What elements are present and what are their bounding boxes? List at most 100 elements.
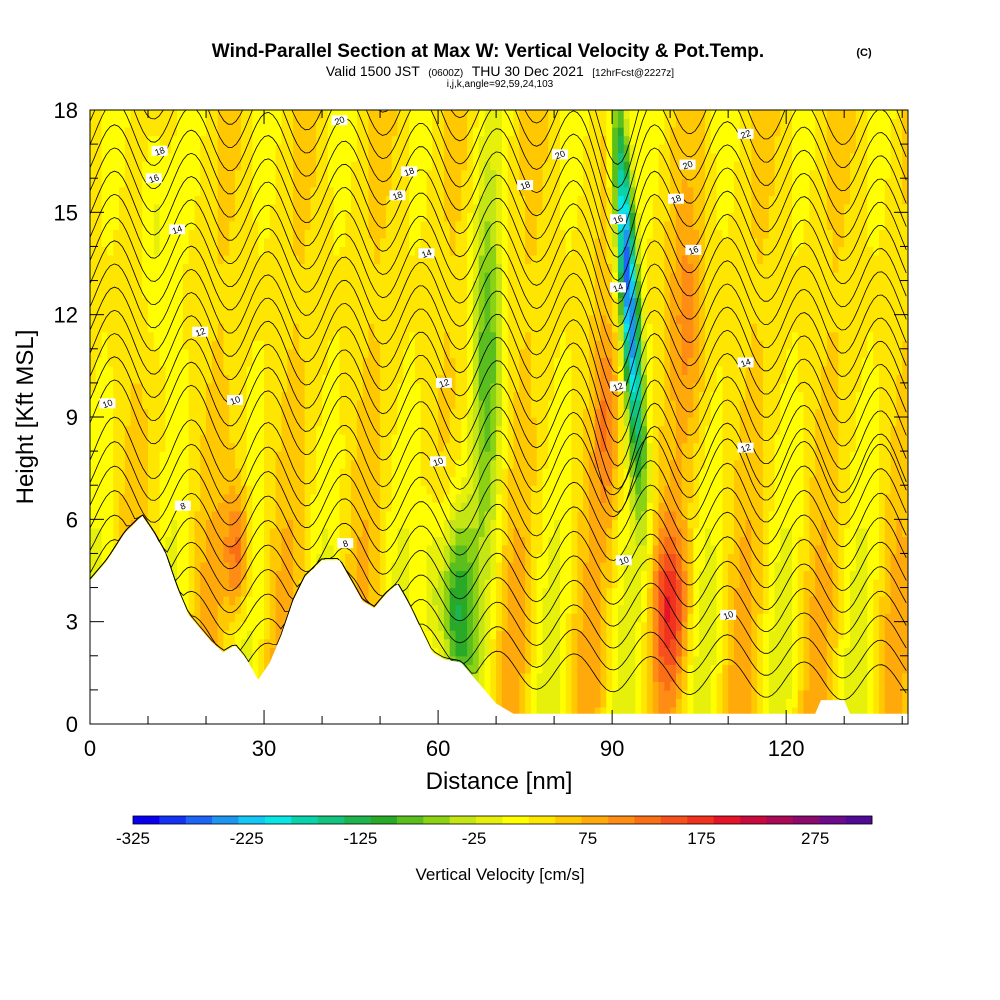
field-cell (461, 110, 468, 120)
field-cell (293, 485, 300, 495)
field-cell (397, 263, 404, 273)
field-cell (101, 135, 108, 145)
field-cell (472, 186, 480, 196)
field-cell (148, 365, 155, 375)
field-cell (165, 468, 172, 478)
field-cell (478, 417, 486, 427)
field-cell (107, 527, 114, 537)
field-cell (223, 561, 230, 572)
field-cell (217, 331, 225, 341)
field-cell (153, 127, 161, 137)
field-cell (101, 391, 108, 401)
field-cell (229, 553, 236, 563)
field-cell (269, 127, 277, 137)
field-cell (188, 135, 196, 145)
field-cell (304, 561, 312, 572)
field-cell (467, 203, 474, 213)
field-cell (182, 570, 190, 580)
field-cell (414, 561, 422, 572)
field-cell (229, 382, 236, 393)
field-cell (188, 289, 196, 299)
field-cell (461, 289, 468, 299)
field-cell (194, 451, 201, 461)
field-cell (484, 220, 491, 230)
field-cell (240, 451, 248, 461)
field-cell (223, 425, 230, 435)
field-cell (467, 237, 474, 248)
field-cell (478, 246, 486, 256)
field-cell (258, 434, 265, 444)
field-cell (165, 246, 172, 256)
field-cell (240, 203, 248, 213)
field-cell (467, 144, 474, 154)
field-cell (182, 127, 190, 137)
field-cell (333, 306, 341, 316)
copyright-mark: (C) (856, 47, 872, 59)
field-cell (124, 391, 132, 401)
field-cell (217, 348, 225, 358)
field-cell (130, 493, 138, 503)
field-cell (461, 647, 468, 657)
field-cell (432, 195, 439, 205)
field-cell (345, 476, 352, 486)
field-cell (235, 289, 242, 299)
field-cell (119, 118, 126, 128)
field-cell (304, 553, 312, 563)
field-cell (136, 451, 143, 461)
field-cell (420, 348, 428, 358)
field-cell (171, 434, 178, 444)
field-cell (420, 579, 428, 589)
field-cell (409, 493, 416, 503)
field-cell (287, 527, 294, 537)
field-cell (414, 485, 422, 495)
field-cell (171, 254, 178, 265)
field-cell (287, 493, 294, 503)
field-cell (461, 544, 468, 555)
field-cell (148, 331, 155, 341)
field-cell (211, 587, 219, 597)
field-cell (211, 408, 219, 418)
field-cell (322, 237, 329, 248)
field-cell (90, 340, 97, 350)
field-cell (455, 493, 462, 503)
field-cell (142, 135, 149, 145)
field-cell (90, 510, 97, 520)
field-cell (113, 451, 120, 461)
field-cell (246, 647, 254, 657)
field-cell (235, 638, 242, 648)
field-cell (426, 544, 433, 555)
field-cell (269, 442, 277, 452)
field-cell (119, 365, 126, 375)
field-cell (374, 587, 381, 597)
field-cell (356, 169, 364, 179)
field-cell (188, 579, 196, 589)
field-cell (409, 408, 416, 418)
field-cell (269, 314, 277, 324)
field-cell (333, 382, 341, 393)
field-cell (188, 331, 196, 341)
field-cell (113, 178, 120, 188)
field-cell (455, 118, 462, 128)
field-cell (420, 220, 428, 230)
field-cell (252, 561, 259, 572)
field-cell (484, 553, 491, 563)
field-cell (420, 331, 428, 341)
field-cell (194, 374, 201, 384)
field-cell (333, 135, 341, 145)
field-cell (206, 382, 213, 393)
field-cell (339, 451, 346, 461)
field-cell (113, 399, 120, 410)
field-cell (217, 272, 225, 282)
field-cell (136, 365, 143, 375)
field-cell (304, 417, 312, 427)
field-cell (281, 289, 288, 299)
field-cell (432, 613, 439, 623)
field-cell (90, 135, 97, 145)
field-cell (391, 553, 399, 563)
field-cell (159, 229, 167, 239)
field-cell (443, 587, 451, 597)
field-cell (130, 169, 138, 179)
field-cell (287, 579, 294, 589)
field-cell (293, 297, 300, 307)
field-cell (467, 613, 474, 623)
